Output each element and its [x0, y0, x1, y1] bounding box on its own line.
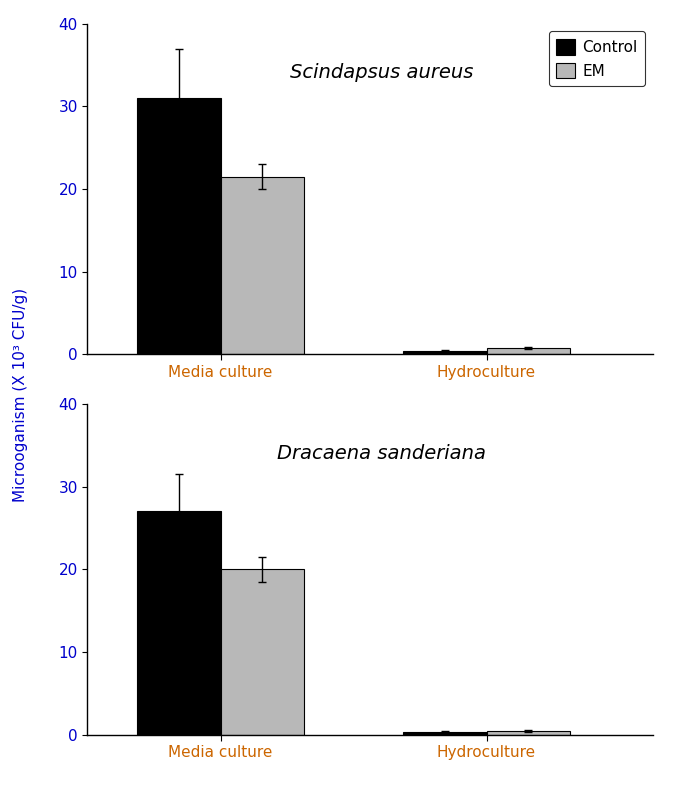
Bar [487, 348, 569, 355]
Legend: Control, EM: Control, EM [548, 32, 645, 86]
Bar [137, 511, 221, 735]
Bar [137, 98, 221, 355]
Text: Microoganism (X 10³ CFU/g): Microoganism (X 10³ CFU/g) [13, 288, 28, 502]
Text: Scindapsus aureus: Scindapsus aureus [290, 63, 473, 82]
Bar [403, 351, 487, 355]
Bar [221, 177, 304, 355]
Bar [403, 732, 487, 735]
Text: Dracaena sanderiana: Dracaena sanderiana [277, 444, 486, 463]
Bar [221, 570, 304, 735]
Bar [487, 731, 569, 735]
